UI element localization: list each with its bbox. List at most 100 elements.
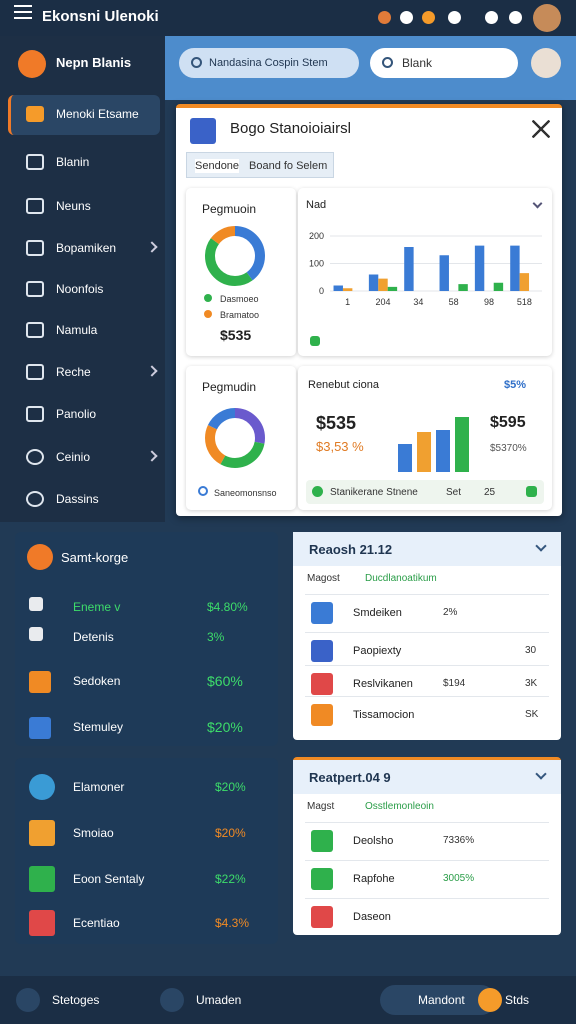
row-name[interactable]: Daseon <box>353 911 391 923</box>
row-name[interactable]: Deolsho <box>353 835 394 847</box>
row-name[interactable]: Tissamocion <box>353 709 415 721</box>
row-label[interactable]: Stemuley <box>73 720 124 734</box>
icon <box>382 988 406 1012</box>
row-label[interactable]: Eneme v <box>73 600 121 614</box>
row-value: $22% <box>215 872 246 886</box>
icon <box>18 50 46 78</box>
row-label[interactable]: Detenis <box>73 630 114 644</box>
chevron <box>146 365 158 377</box>
list-subheader: Ducdlanoatikum <box>365 573 437 584</box>
row-right: 30 <box>525 645 537 656</box>
row-value: $60% <box>207 673 243 689</box>
row-mid: 2% <box>443 607 458 618</box>
icon[interactable] <box>485 11 498 24</box>
footer-label: Set <box>446 487 462 498</box>
icon <box>311 640 333 662</box>
donut-segment <box>205 408 265 468</box>
nav-item[interactable]: Noonfois <box>56 282 104 296</box>
menu-icon[interactable] <box>14 17 32 19</box>
nav-item[interactable]: Reche <box>56 365 91 379</box>
icon <box>311 673 333 695</box>
tab[interactable]: Boand fo Selem <box>249 160 328 172</box>
nav-label[interactable]: Umaden <box>196 993 242 1007</box>
nav-icon <box>26 364 44 380</box>
avatar <box>531 48 561 78</box>
row-label[interactable]: Elamoner <box>73 780 125 794</box>
row-value: $4.80% <box>207 600 248 614</box>
sidebar: Nepn Blanis Menoki Etsame Blanin Neuns Bopam… <box>0 36 165 522</box>
icon <box>29 774 55 800</box>
list-title: Reatpert.04 9 <box>309 770 391 785</box>
card-title: Pegmuoin <box>202 202 257 216</box>
row-divider <box>305 594 549 595</box>
nav-label[interactable]: Stds <box>505 993 530 1007</box>
change: $5370% <box>490 443 527 454</box>
icon <box>310 336 320 346</box>
y-tick-label: 200 <box>309 231 324 241</box>
donut-segment <box>205 408 265 468</box>
bar <box>439 255 449 291</box>
list-header <box>293 760 561 794</box>
close-button[interactable] <box>532 120 550 138</box>
row-value: 3% <box>207 630 225 644</box>
row-value: $20% <box>207 719 243 735</box>
icon[interactable] <box>378 11 391 24</box>
row-mid: $194 <box>443 678 466 689</box>
nav-icon <box>26 106 44 122</box>
icon <box>311 906 333 928</box>
legend-item: Bramatoo <box>220 310 260 320</box>
row-name[interactable]: Rapfohe <box>353 873 395 885</box>
x-tick-label: 204 <box>375 297 390 307</box>
row-label[interactable]: Smoiao <box>73 826 114 840</box>
row-label[interactable]: Eoon Sentaly <box>73 872 145 886</box>
donut-segment <box>205 226 265 286</box>
panel-title: Samt-korge <box>61 550 129 565</box>
tab[interactable]: Sendone <box>195 159 240 173</box>
list-subheader: Magost <box>307 573 340 584</box>
nav-item[interactable]: Menoki Etsame <box>56 107 139 121</box>
row-divider <box>305 632 549 633</box>
donut-segment <box>205 226 265 286</box>
icon[interactable] <box>509 11 522 24</box>
card-footer: Stanikerane Stnene Set 25 <box>306 480 544 504</box>
nav-item[interactable]: Namula <box>56 323 98 337</box>
list-subheader: Osstlemonleoin <box>365 801 434 812</box>
row-label[interactable]: Ecentiao <box>73 916 120 930</box>
nav-item[interactable]: Neuns <box>56 199 91 213</box>
row-mid: 7336% <box>443 835 475 846</box>
nav-item[interactable]: Blanin <box>56 155 90 169</box>
row-divider <box>305 696 549 697</box>
row-name[interactable]: Paopiexty <box>353 645 402 657</box>
row-name[interactable]: Smdeiken <box>353 607 402 619</box>
row-label[interactable]: Sedoken <box>73 674 121 688</box>
icon <box>29 866 55 892</box>
donut-chart <box>205 226 265 286</box>
nav-item[interactable]: Ceinio <box>56 450 91 464</box>
icon[interactable] <box>422 11 435 24</box>
nav-label[interactable]: Stetoges <box>52 993 100 1007</box>
list-card: Reaosh 21.12 Magost Ducdlanoatikum Smdeiken… <box>293 532 561 740</box>
nav-item[interactable]: Panolio <box>56 407 97 421</box>
icon <box>312 486 323 497</box>
icon[interactable] <box>400 11 413 24</box>
icon <box>29 627 43 641</box>
x-tick-label: 98 <box>484 297 494 307</box>
list-title: Reaosh 21.12 <box>309 542 393 557</box>
row-right: SK <box>525 709 539 720</box>
nav-label[interactable]: Mandont <box>418 993 465 1007</box>
modal-title: Bogo Stanoioiairsl <box>230 120 351 137</box>
search-box[interactable]: Blank <box>370 48 518 78</box>
chevron <box>146 450 158 462</box>
icon <box>311 602 333 624</box>
value: $535 <box>316 413 357 433</box>
icon[interactable] <box>448 11 461 24</box>
panel: Samt-korge Eneme v $4.80% Detenis 3% Sedoken $… <box>15 532 278 746</box>
tabs: Sendone Boand fo Selem <box>186 152 334 178</box>
dropdown[interactable]: Nandasina Cospin Stem <box>179 48 359 78</box>
list-header <box>293 532 561 566</box>
legend-item: Dasmoeo <box>220 294 259 304</box>
nav-item[interactable]: Dassins <box>56 492 99 506</box>
row-name[interactable]: Reslvikanen <box>353 678 413 690</box>
bar <box>404 247 414 291</box>
nav-item[interactable]: Bopamiken <box>56 241 117 255</box>
